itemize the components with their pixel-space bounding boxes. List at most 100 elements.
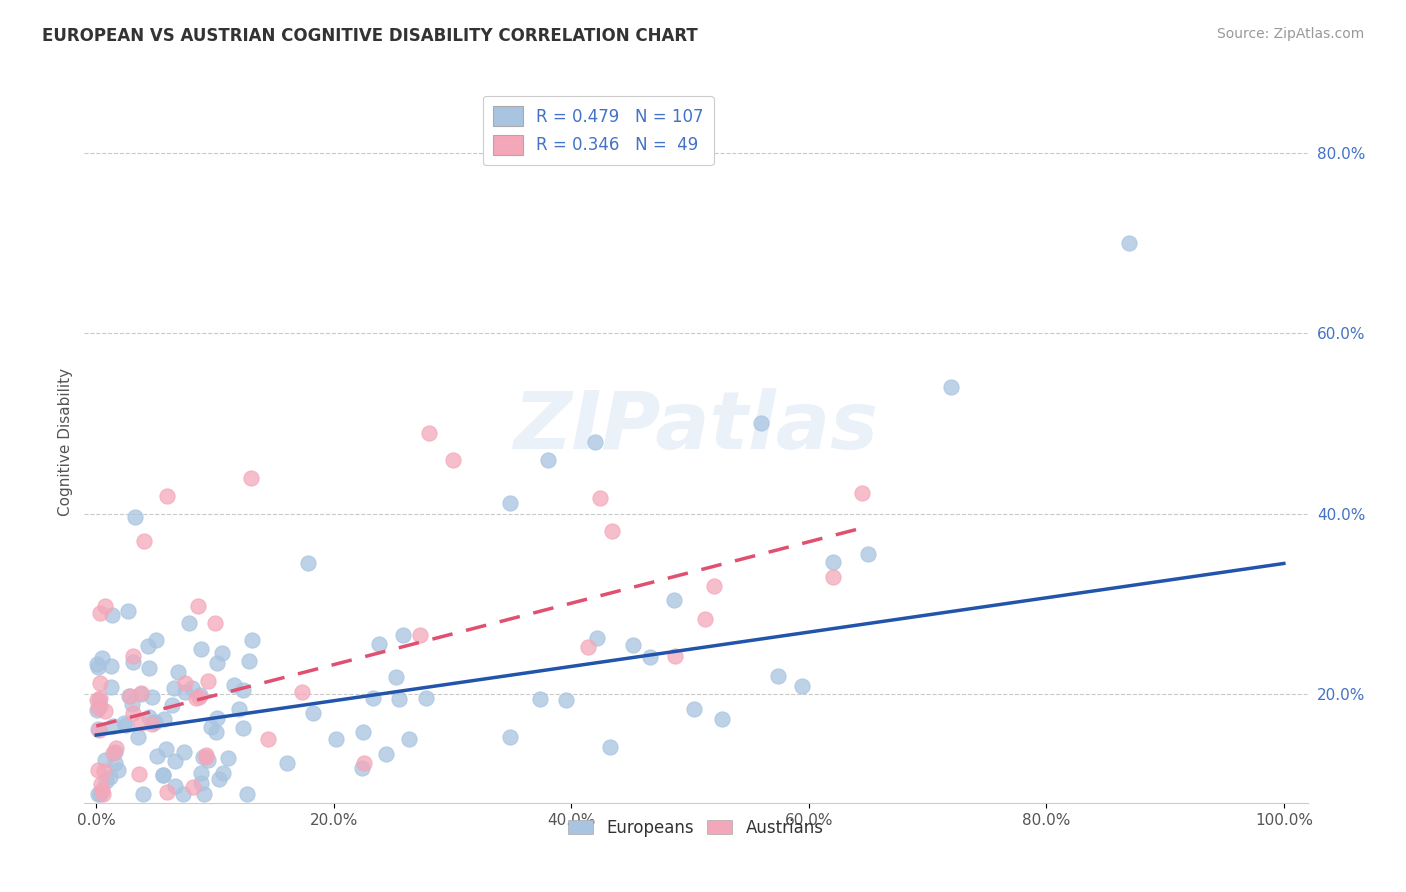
Point bbox=[121, 697, 143, 711]
Point bbox=[121, 648, 143, 663]
Point bbox=[197, 753, 219, 767]
Point bbox=[211, 646, 233, 660]
Point bbox=[205, 711, 228, 725]
Point bbox=[391, 628, 413, 642]
Point bbox=[256, 731, 278, 746]
Point bbox=[87, 787, 110, 801]
Point bbox=[86, 701, 108, 715]
Point bbox=[188, 690, 211, 705]
Point bbox=[121, 706, 143, 720]
Point bbox=[821, 570, 844, 584]
Point bbox=[768, 669, 790, 683]
Point bbox=[112, 715, 135, 730]
Point bbox=[141, 716, 163, 731]
Point bbox=[142, 714, 165, 729]
Point bbox=[710, 712, 733, 726]
Point bbox=[153, 712, 176, 726]
Point bbox=[145, 715, 167, 730]
Point bbox=[118, 689, 141, 703]
Point bbox=[388, 692, 411, 706]
Point bbox=[89, 607, 111, 621]
Point bbox=[276, 756, 298, 771]
Point bbox=[138, 660, 160, 674]
Point bbox=[127, 730, 149, 744]
Point bbox=[104, 741, 127, 756]
Point bbox=[152, 768, 174, 782]
Point bbox=[184, 691, 207, 706]
Point bbox=[350, 760, 373, 774]
Point bbox=[703, 579, 725, 593]
Point bbox=[204, 616, 226, 631]
Point bbox=[93, 704, 115, 718]
Point bbox=[583, 434, 606, 449]
Point bbox=[415, 690, 437, 705]
Point bbox=[107, 763, 129, 777]
Point bbox=[132, 533, 155, 548]
Point bbox=[621, 638, 644, 652]
Point bbox=[1118, 235, 1140, 250]
Point bbox=[941, 380, 963, 394]
Point bbox=[242, 633, 264, 648]
Point bbox=[173, 745, 195, 759]
Point bbox=[120, 689, 142, 703]
Point bbox=[586, 632, 609, 646]
Point bbox=[122, 656, 145, 670]
Point bbox=[529, 691, 551, 706]
Point bbox=[93, 764, 115, 779]
Point bbox=[163, 681, 186, 695]
Point bbox=[94, 753, 117, 767]
Point bbox=[179, 616, 201, 631]
Point bbox=[599, 739, 621, 754]
Point bbox=[600, 524, 623, 538]
Point bbox=[238, 654, 260, 668]
Point bbox=[589, 491, 612, 505]
Point bbox=[93, 787, 115, 801]
Point bbox=[86, 703, 108, 717]
Point bbox=[89, 787, 111, 801]
Point bbox=[353, 756, 375, 771]
Point bbox=[851, 486, 873, 500]
Point bbox=[117, 604, 139, 618]
Point bbox=[363, 691, 385, 706]
Point bbox=[87, 693, 110, 707]
Text: ZIPatlas: ZIPatlas bbox=[513, 388, 879, 467]
Point bbox=[499, 730, 522, 744]
Point bbox=[87, 722, 110, 736]
Point bbox=[145, 632, 167, 647]
Point bbox=[152, 767, 174, 781]
Point bbox=[89, 690, 111, 705]
Point bbox=[98, 770, 121, 784]
Point bbox=[236, 787, 259, 801]
Point bbox=[165, 754, 187, 768]
Point bbox=[536, 452, 558, 467]
Point bbox=[90, 650, 112, 665]
Text: EUROPEAN VS AUSTRIAN COGNITIVE DISABILITY CORRELATION CHART: EUROPEAN VS AUSTRIAN COGNITIVE DISABILIT… bbox=[42, 27, 697, 45]
Point bbox=[205, 656, 228, 670]
Point bbox=[211, 765, 233, 780]
Point bbox=[207, 772, 229, 786]
Point bbox=[138, 710, 160, 724]
Point bbox=[89, 676, 111, 690]
Point bbox=[101, 718, 124, 732]
Point bbox=[128, 767, 150, 781]
Point bbox=[160, 698, 183, 712]
Point bbox=[190, 642, 212, 657]
Point bbox=[664, 592, 686, 607]
Point bbox=[188, 689, 211, 703]
Point bbox=[155, 741, 177, 756]
Point bbox=[101, 607, 124, 622]
Point bbox=[181, 780, 204, 794]
Point bbox=[409, 627, 432, 641]
Point bbox=[398, 731, 420, 746]
Point bbox=[195, 750, 218, 764]
Point bbox=[190, 765, 212, 780]
Point bbox=[191, 750, 214, 764]
Point bbox=[193, 787, 215, 801]
Point bbox=[141, 690, 163, 705]
Point bbox=[638, 649, 661, 664]
Point bbox=[167, 665, 190, 680]
Point bbox=[291, 685, 314, 699]
Point bbox=[129, 716, 152, 731]
Point bbox=[86, 693, 108, 707]
Point bbox=[239, 471, 262, 485]
